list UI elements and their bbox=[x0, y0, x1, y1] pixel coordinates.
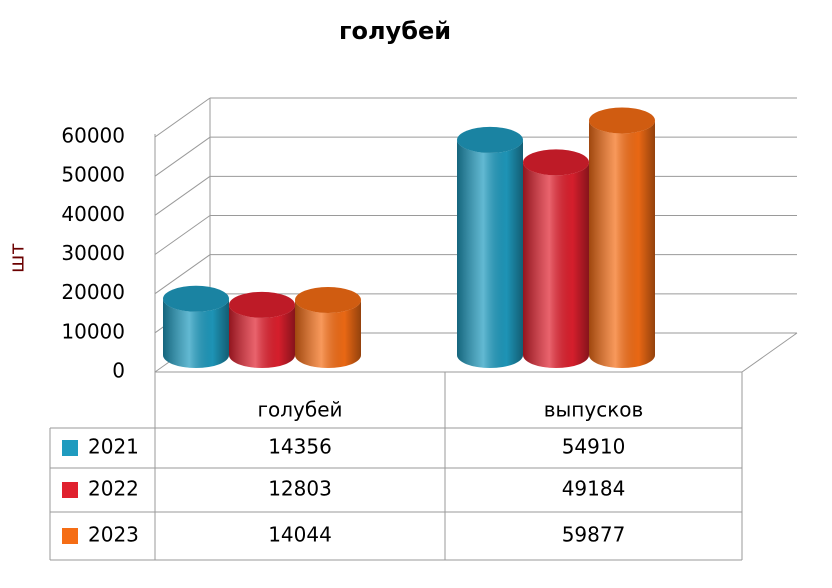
table-value: 54910 bbox=[562, 435, 626, 459]
y-axis-label: шт bbox=[5, 243, 29, 273]
legend-key bbox=[62, 440, 78, 456]
bar-shade bbox=[457, 139, 523, 368]
legend-label: 2021 bbox=[88, 435, 139, 459]
floor-edge bbox=[741, 332, 798, 373]
table-value: 12803 bbox=[268, 477, 332, 501]
table-value: 59877 bbox=[562, 523, 626, 547]
bar-top-shade bbox=[457, 126, 523, 153]
bar-top bbox=[523, 149, 589, 176]
bar-top bbox=[295, 286, 361, 313]
bar-shade bbox=[163, 298, 229, 368]
bar-top-shade bbox=[163, 285, 229, 312]
bar-shade bbox=[229, 304, 295, 368]
grid-line bbox=[154, 136, 211, 177]
grid-line bbox=[154, 254, 211, 295]
legend-key bbox=[62, 482, 78, 498]
grid-line bbox=[154, 215, 211, 255]
bar-top-shade bbox=[229, 291, 295, 318]
y-tick-label: 50000 bbox=[61, 163, 125, 187]
table-value: 49184 bbox=[562, 477, 626, 501]
y-tick-label: 30000 bbox=[61, 241, 125, 265]
table-value: 14044 bbox=[268, 523, 332, 547]
bar-top-shade bbox=[589, 107, 655, 134]
bar-top bbox=[163, 285, 229, 312]
bar-shade bbox=[295, 299, 361, 368]
grid-line bbox=[154, 97, 211, 138]
y-tick-label: 40000 bbox=[61, 202, 125, 226]
chart-title: голубей bbox=[339, 17, 451, 45]
table-value: 14356 bbox=[268, 435, 332, 459]
y-tick-label: 10000 bbox=[61, 319, 125, 343]
bar-top-shade bbox=[295, 286, 361, 313]
x-tick-label: голубей bbox=[258, 398, 343, 422]
x-tick-label: выпусков bbox=[544, 398, 644, 422]
bar-top-shade bbox=[523, 149, 589, 176]
bar-shade bbox=[589, 120, 655, 368]
legend-label: 2022 bbox=[88, 477, 139, 501]
y-tick-label: 60000 bbox=[61, 124, 125, 148]
legend-key bbox=[62, 528, 78, 544]
bar-shade bbox=[523, 162, 589, 368]
grid-line bbox=[154, 175, 211, 216]
y-tick-label: 20000 bbox=[61, 280, 125, 304]
legend-label: 2023 bbox=[88, 523, 139, 547]
y-tick-label: 0 bbox=[112, 359, 125, 383]
bar-top bbox=[229, 291, 295, 318]
bar-top bbox=[457, 126, 523, 153]
bar-top bbox=[589, 107, 655, 134]
